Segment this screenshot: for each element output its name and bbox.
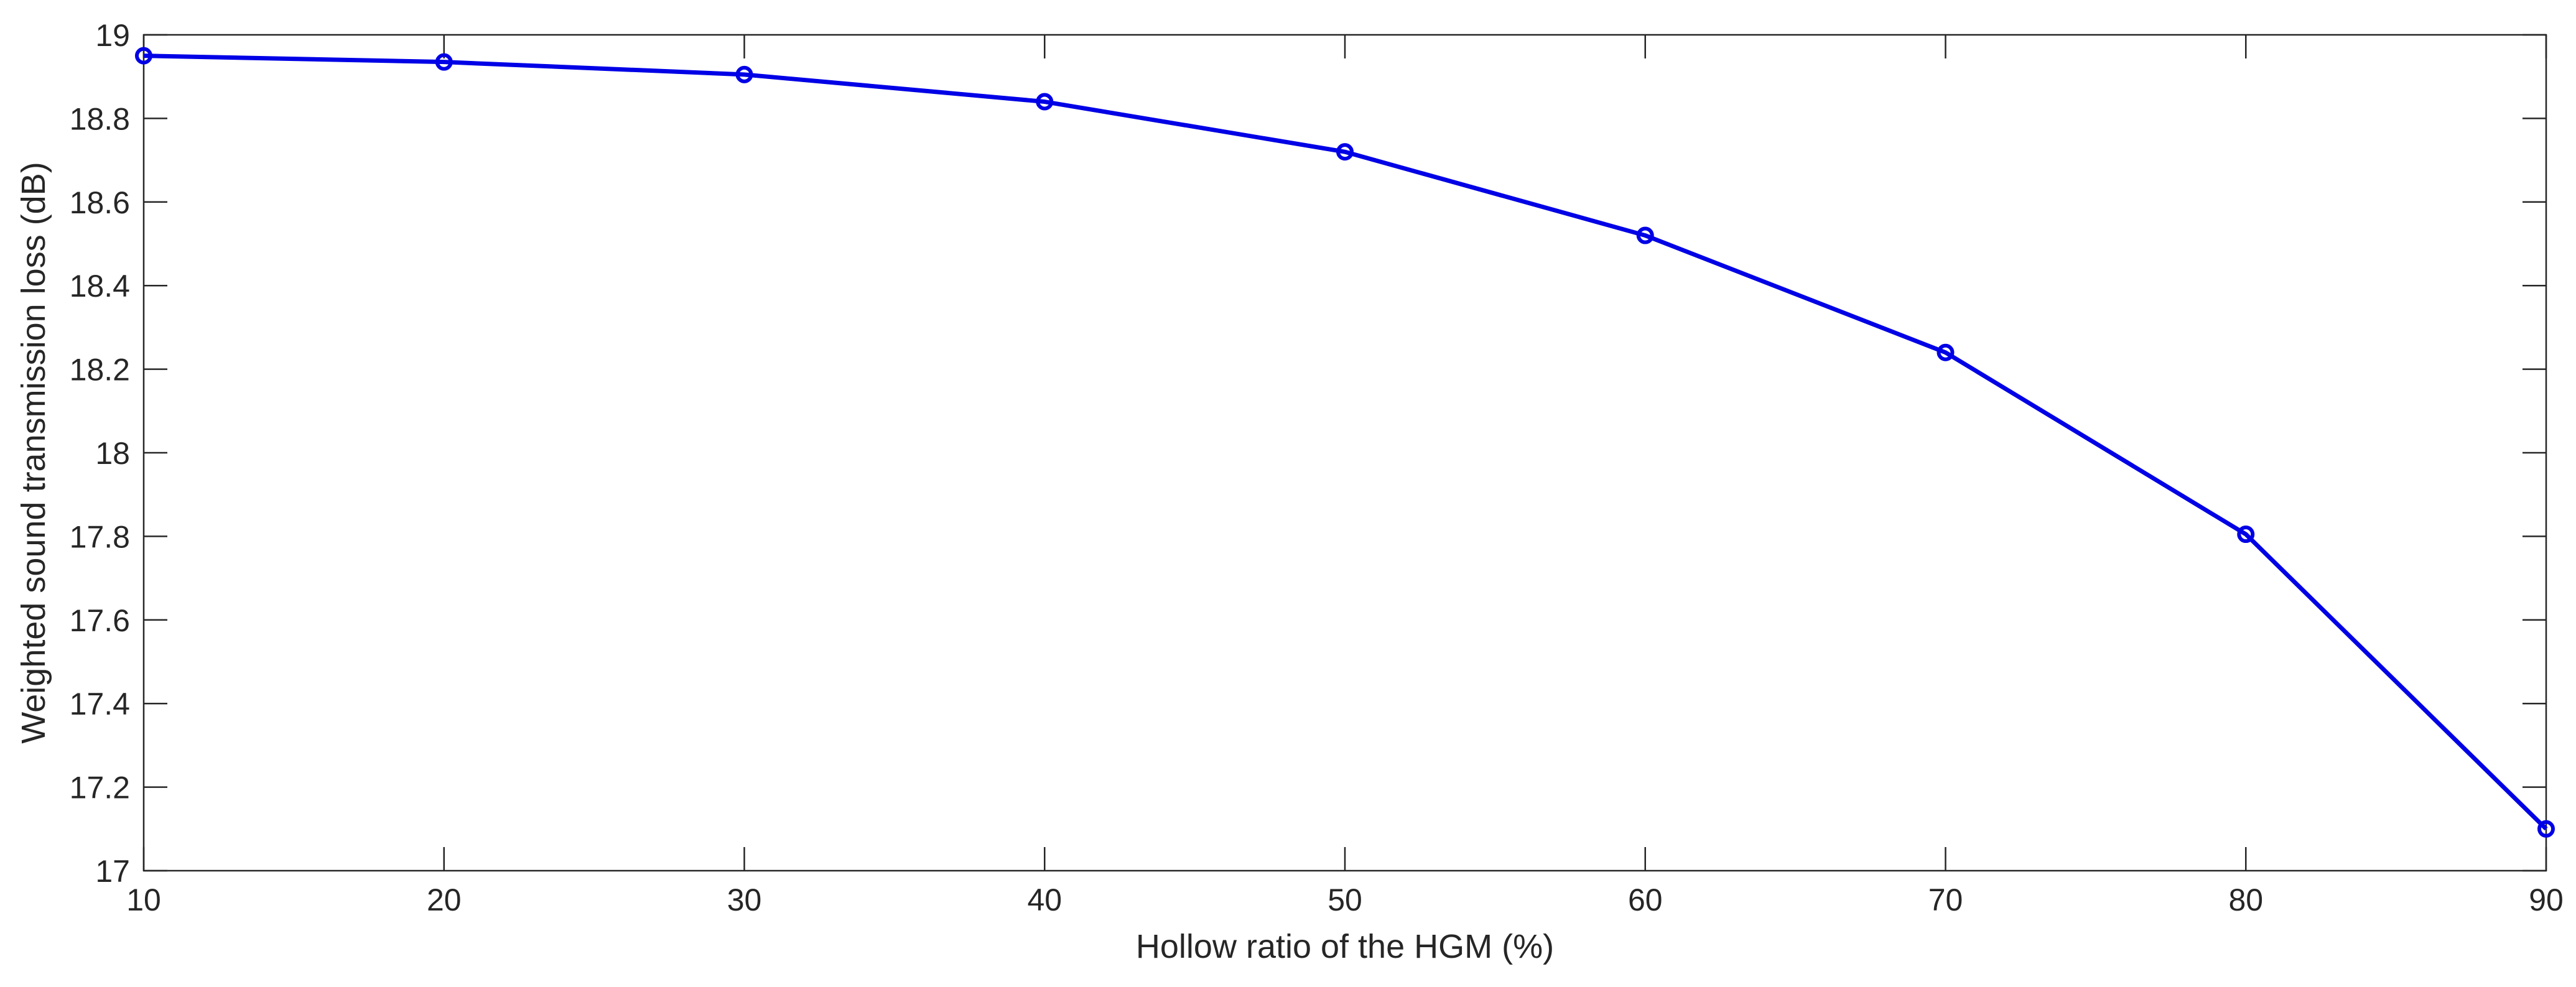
- data-point-marker: [1937, 343, 1955, 361]
- x-tick-label: 30: [727, 883, 762, 917]
- y-tick-label: 18.2: [70, 353, 130, 387]
- y-tick-label: 18.8: [70, 101, 130, 136]
- y-tick-label: 17.2: [70, 771, 130, 805]
- data-point-marker: [435, 53, 453, 71]
- x-tick-label: 80: [2228, 883, 2263, 917]
- data-point-marker: [1336, 143, 1354, 161]
- x-tick-labels: 10 20 30 40 50 60 70 80 90: [126, 883, 2564, 917]
- data-point-marker: [135, 47, 152, 65]
- y-tick-label: 17.6: [70, 603, 130, 638]
- x-tick-label: 70: [1928, 883, 1963, 917]
- y-tick-label: 17.4: [70, 687, 130, 721]
- series-line: [143, 53, 2548, 831]
- y-tick-label: 18: [95, 436, 130, 471]
- x-tick-label: 20: [427, 883, 462, 917]
- data-point-marker: [1036, 93, 1054, 111]
- y-tick-label: 19: [95, 18, 130, 53]
- x-tick-label: 60: [1628, 883, 1663, 917]
- x-tick-label: 50: [1328, 883, 1362, 917]
- data-point-marker: [735, 65, 753, 83]
- y-tick-label: 18.4: [70, 269, 130, 304]
- x-tick-label: 10: [126, 883, 161, 917]
- data-point-marker: [2537, 820, 2555, 838]
- x-tick-label: 90: [2529, 883, 2564, 917]
- x-tick-label: 40: [1027, 883, 1062, 917]
- y-tick-label: 17.8: [70, 519, 130, 554]
- y-tick-labels: 17 17.2 17.4 17.6 17.8 18 18.2 18.4 18.6 18.8 19: [70, 18, 130, 889]
- data-point-marker: [2237, 526, 2255, 544]
- data-point-marker: [1636, 226, 1654, 244]
- x-axis-label: Hollow ratio of the HGM (%): [1136, 928, 1554, 965]
- y-tick-label: 17: [95, 854, 130, 889]
- y-axis-label: Weighted sound transmission loss (dB): [15, 162, 52, 743]
- plot-area-frame: [142, 34, 2547, 872]
- series-layer: [135, 47, 2555, 838]
- y-tick-label: 18.6: [70, 185, 130, 220]
